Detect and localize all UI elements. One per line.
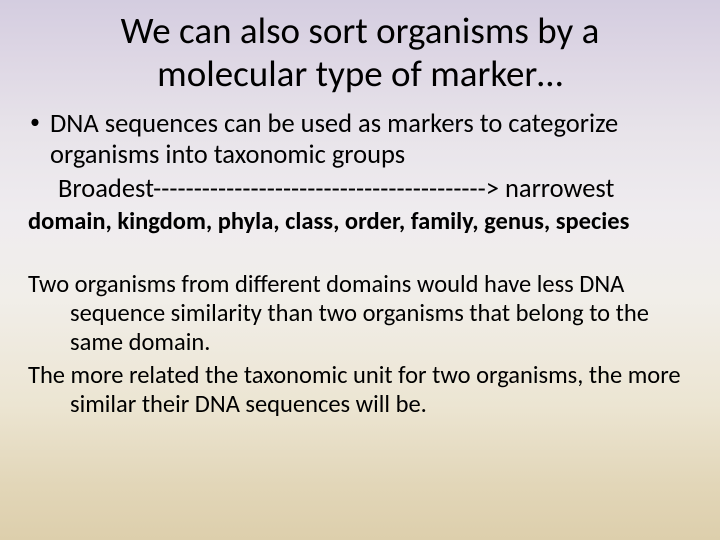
spacer bbox=[28, 236, 692, 270]
bullet-text: DNA sequences can be used as markers to … bbox=[50, 109, 692, 172]
bullet-item: • DNA sequences can be used as markers t… bbox=[28, 109, 692, 172]
taxonomy-line: domain, kingdom, phyla, class, order, fa… bbox=[28, 207, 692, 236]
range-line: Broadest--------------------------------… bbox=[28, 174, 692, 205]
paragraph-2: The more related the taxonomic unit for … bbox=[28, 361, 692, 419]
slide-container: We can also sort organisms by a molecula… bbox=[0, 0, 720, 540]
paragraph-1: Two organisms from different domains wou… bbox=[28, 270, 692, 357]
slide-title: We can also sort organisms by a molecula… bbox=[28, 10, 692, 95]
bullet-dot-icon: • bbox=[30, 109, 40, 135]
